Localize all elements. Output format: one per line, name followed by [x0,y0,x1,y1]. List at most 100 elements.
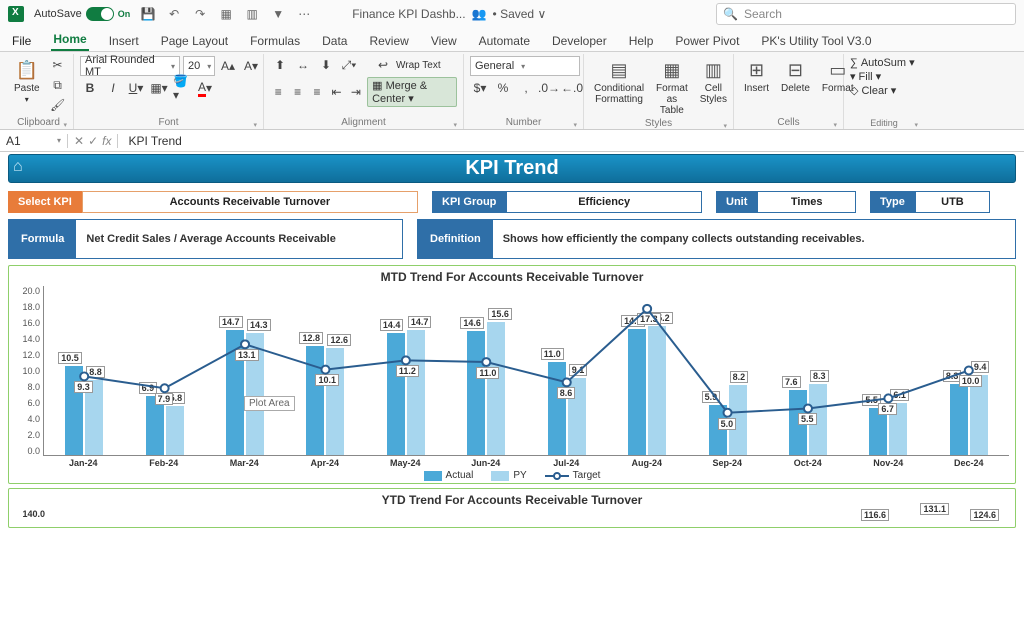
undo-icon[interactable]: ↶ [166,6,182,22]
decrease-font-icon[interactable]: A▾ [241,57,261,75]
tab-file[interactable]: File [10,31,33,51]
search-placeholder: Search [744,7,782,21]
group-label: Number [470,117,577,129]
worksheet: ⌂ KPI Trend Select KPI Accounts Receivab… [0,152,1024,624]
tab-insert[interactable]: Insert [107,31,141,51]
copy-icon[interactable]: ⧉ [48,76,68,94]
share-icon[interactable]: 👥 [472,7,487,21]
x-axis: Jan-24Feb-24Mar-24Apr-24May-24Jun-24Jul-… [43,456,1009,468]
ribbon-panel: 📋 Paste ▾ ✂ ⧉ 🖌 Clipboard Arial Rounded … [0,52,1024,130]
tab-data[interactable]: Data [320,31,349,51]
ribbon-tabs: File Home Insert Page Layout Formulas Data Rev… [0,28,1024,52]
format-painter-icon[interactable]: 🖌 [48,96,68,114]
delete-icon: ⊟ [783,58,807,82]
underline-button[interactable]: U▾ [126,79,146,97]
search-input[interactable]: 🔍 Search [716,3,1016,25]
toggle-switch-icon[interactable] [86,7,114,21]
merge-center-button[interactable]: ▦ Merge & Center ▾ [367,77,457,107]
dashboard-title: ⌂ KPI Trend [8,154,1016,183]
group-label: Font [80,117,257,129]
increase-font-icon[interactable]: A▴ [218,57,238,75]
tab-power-pivot[interactable]: Power Pivot [673,31,741,51]
group-label: Cells [740,117,837,129]
tab-view[interactable]: View [429,31,459,51]
home-icon[interactable]: ⌂ [13,158,23,176]
qat-grid-icon[interactable]: ▦ [218,6,234,22]
chart-legend: Actual PY Target [15,468,1009,481]
wrap-label: Wrap Text [396,60,441,71]
fx-icon[interactable]: fx [102,134,111,148]
align-top-icon[interactable]: ⬆ [270,56,290,74]
format-as-table-button[interactable]: ▦Format as Table [652,56,692,118]
tab-pk-s-utility-tool-v3-0[interactable]: PK's Utility Tool V3.0 [759,31,873,51]
tab-automate[interactable]: Automate [477,31,532,51]
comma-icon[interactable]: , [516,79,536,97]
italic-button[interactable]: I [103,79,123,97]
fill-color-button[interactable]: 🪣▾ [172,79,192,97]
formula-input[interactable]: KPI Trend [118,134,1024,148]
formula-box: Formula Net Credit Sales / Average Accou… [8,219,403,259]
conditional-formatting-button[interactable]: ▤Conditional Formatting [590,56,648,107]
tab-formulas[interactable]: Formulas [248,31,302,51]
definition-box: Definition Shows how efficiently the com… [417,219,1016,259]
align-right-icon[interactable]: ≡ [309,83,325,101]
percent-icon[interactable]: % [493,79,513,97]
currency-icon[interactable]: $▾ [470,79,490,97]
ytd-label: 116.6 [861,509,889,521]
font-size-select[interactable]: 20 [183,56,215,76]
plot-area: 10.58.89.36.95.87.914.714.313.112.812.61… [43,286,1009,456]
align-left-icon[interactable]: ≡ [270,83,286,101]
align-center-icon[interactable]: ≡ [289,83,305,101]
doc-title: Finance KPI Dashb... [352,7,465,21]
border-button[interactable]: ▦▾ [149,79,169,97]
tab-home[interactable]: Home [51,29,88,51]
paste-icon: 📋 [15,58,39,82]
autosave-toggle[interactable]: AutoSave On [34,7,130,21]
ytd-label: 131.1 [920,503,949,515]
indent-inc-icon[interactable]: ⇥ [348,83,364,101]
fat-icon: ▦ [660,58,684,82]
clear-button[interactable]: ◇ Clear ▾ [850,84,896,97]
align-bottom-icon[interactable]: ⬇ [316,56,336,74]
tab-review[interactable]: Review [367,31,410,51]
y-axis: 20.018.016.014.012.010.08.06.04.02.00.0 [15,286,43,456]
insert-cells-button[interactable]: ⊞Insert [740,56,773,96]
dec-decimal-icon[interactable]: ←.0 [562,79,582,97]
redo-icon[interactable]: ↷ [192,6,208,22]
font-name-select[interactable]: Arial Rounded MT [80,56,180,76]
unit-chip: Unit Times [716,191,856,213]
delete-cells-button[interactable]: ⊟Delete [777,56,814,96]
bold-button[interactable]: B [80,79,100,97]
saved-status[interactable]: • Saved ∨ [493,7,547,21]
wrap-text-button[interactable]: ↩ [373,56,393,74]
autosum-button[interactable]: ∑ AutoSum ▾ [850,56,915,69]
title-bar: AutoSave On 💾 ↶ ↷ ▦ ▥ ▼ ⋯ Finance KPI Da… [0,0,1024,28]
qat-chart-icon[interactable]: ▥ [244,6,260,22]
fill-button[interactable]: ▾ Fill ▾ [850,70,881,83]
inc-decimal-icon[interactable]: .0→ [539,79,559,97]
name-box[interactable]: A1 [0,134,68,148]
save-icon[interactable]: 💾 [140,6,156,22]
ytd-label: 124.6 [970,509,999,521]
chart2-title: YTD Trend For Accounts Receivable Turnov… [15,493,1009,507]
tab-help[interactable]: Help [627,31,656,51]
tab-page-layout[interactable]: Page Layout [159,31,230,51]
select-kpi-chip[interactable]: Select KPI Accounts Receivable Turnover [8,191,418,213]
qat-more-icon[interactable]: ⋯ [296,6,312,22]
number-format-select[interactable]: General [470,56,580,76]
font-color-button[interactable]: A▾ [195,79,215,97]
orientation-icon[interactable]: ⤢▾ [339,56,359,74]
tab-developer[interactable]: Developer [550,31,609,51]
indent-dec-icon[interactable]: ⇤ [328,83,344,101]
cancel-icon[interactable]: ✕ [74,134,84,148]
cell-styles-button[interactable]: ▥Cell Styles [696,56,731,107]
group-label: Alignment [270,117,457,129]
qat-filter-icon[interactable]: ▼ [270,6,286,22]
plot-area-label: Plot Area [244,396,295,411]
paste-button[interactable]: 📋 Paste ▾ [10,56,44,106]
align-middle-icon[interactable]: ↔ [293,56,313,74]
accept-icon[interactable]: ✓ [88,134,98,148]
autosave-state: On [118,9,131,19]
cut-icon[interactable]: ✂ [48,56,68,74]
chart-title: MTD Trend For Accounts Receivable Turnov… [15,270,1009,284]
